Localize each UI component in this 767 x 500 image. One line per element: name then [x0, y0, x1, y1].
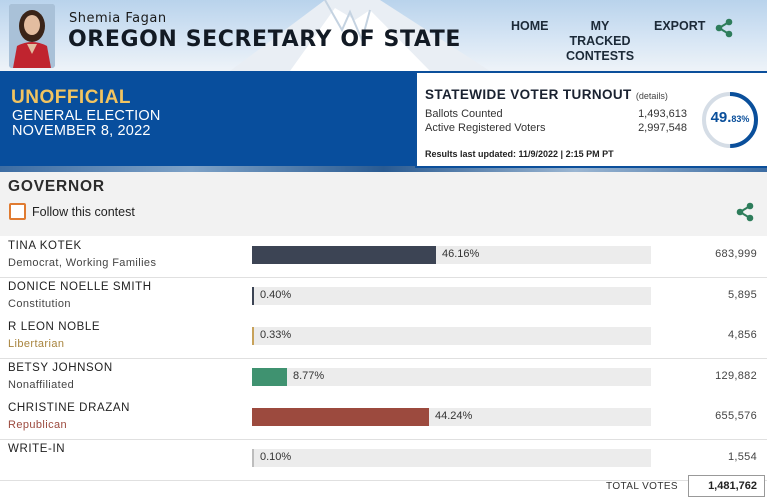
candidate-name: TINA KOTEK — [8, 240, 82, 252]
results-status: UNOFFICIAL — [11, 87, 132, 108]
banner-photo-strip — [0, 166, 767, 172]
total-votes-value: 1,481,762 — [708, 480, 757, 492]
vote-share-bar: 8.77% — [252, 367, 651, 386]
official-portrait — [9, 4, 55, 68]
vote-share-percent: 0.33% — [260, 329, 292, 342]
vote-share-bar: 0.33% — [252, 327, 651, 346]
candidate-row: R LEON NOBLE Libertarian 0.33% 4,856 — [0, 318, 767, 360]
candidate-name: BETSY JOHNSON — [8, 361, 113, 374]
registered-voters-label: Active Registered Voters — [425, 122, 546, 134]
candidate-row: TINA KOTEK Democrat, Working Families 46.1… — [0, 237, 767, 278]
candidate-votes: 129,882 — [715, 369, 757, 382]
last-updated-text: Results last updated: 11/9/2022 | 2:15 P… — [425, 149, 614, 159]
vote-share-bar-fill — [252, 246, 436, 264]
candidate-row: CHRISTINE DRAZAN Republican 44.24% 655,576 — [0, 399, 767, 441]
vote-share-percent: 46.16% — [442, 248, 480, 260]
vote-share-bar-fill — [252, 449, 254, 467]
turnout-title-text: STATEWIDE VOTER TURNOUT — [425, 87, 632, 102]
vote-share-bar: 46.16% — [252, 246, 651, 264]
turnout-percent-frac: 83% — [731, 114, 750, 124]
candidate-party: Republican — [8, 419, 68, 432]
candidate-name: R LEON NOBLE — [8, 321, 101, 334]
vote-share-bar: 44.24% — [252, 408, 651, 427]
vote-share-bar-fill — [252, 367, 287, 386]
registered-voters-value: 2,997,548 — [638, 122, 687, 134]
candidate-row: BETSY JOHNSON Nonaffiliated 8.77% 129,882 — [0, 358, 767, 400]
candidate-votes: 655,576 — [715, 410, 757, 423]
candidate-name: CHRISTINE DRAZAN — [8, 402, 131, 415]
candidate-votes: 5,895 — [727, 288, 757, 301]
candidate-name: DONICE NOELLE SMITH — [8, 280, 152, 293]
turnout-gauge — [702, 92, 758, 148]
nav-home-link[interactable]: HOME — [511, 19, 549, 33]
follow-contest-label[interactable]: Follow this contest — [32, 205, 135, 219]
site-header: Shemia Fagan OREGON SECRETARY OF STATE H… — [0, 0, 767, 71]
turnout-percent: 49.83% — [701, 109, 759, 127]
ballots-counted-label: Ballots Counted — [425, 108, 503, 120]
vote-share-percent: 44.24% — [435, 410, 473, 423]
contest-header — [0, 172, 767, 236]
nav-tracked-line1: MY TRACKED — [569, 19, 631, 48]
official-name: Shemia Fagan — [69, 11, 167, 26]
vote-share-percent: 0.10% — [260, 451, 292, 463]
contest-title: GOVERNOR — [8, 178, 105, 195]
share-contest-icon[interactable] — [734, 201, 756, 223]
election-line1: GENERAL ELECTION — [12, 108, 161, 124]
candidate-votes: 683,999 — [715, 248, 757, 260]
vote-share-percent: 8.77% — [293, 369, 325, 382]
candidate-row: WRITE-IN 0.10% 1,554 — [0, 440, 767, 481]
mount-hood-graphic — [230, 0, 490, 71]
candidate-party: Libertarian — [8, 338, 65, 351]
candidate-party: Nonaffiliated — [8, 378, 75, 391]
turnout-title: STATEWIDE VOTER TURNOUT (details) — [425, 87, 668, 102]
office-title: OREGON SECRETARY OF STATE — [68, 27, 462, 52]
nav-export-link[interactable]: EXPORT — [654, 19, 706, 33]
vote-share-percent: 0.40% — [260, 288, 292, 301]
nav-tracked-contests-link[interactable]: MY TRACKED CONTESTS — [561, 19, 639, 64]
candidate-name: WRITE-IN — [8, 443, 66, 455]
total-votes-label: TOTAL VOTES — [606, 481, 679, 492]
candidate-votes: 1,554 — [727, 451, 757, 463]
total-votes-box: 1,481,762 — [688, 475, 765, 497]
candidate-party: Constitution — [8, 297, 71, 310]
turnout-percent-whole: 49. — [710, 109, 732, 126]
election-name: GENERAL ELECTION NOVEMBER 8, 2022 — [12, 109, 161, 139]
follow-contest-checkbox[interactable] — [9, 203, 26, 220]
election-line2: NOVEMBER 8, 2022 — [12, 123, 151, 139]
vote-share-bar-fill — [252, 327, 254, 346]
voter-turnout-card: STATEWIDE VOTER TURNOUT (details) Ballot… — [415, 71, 767, 168]
vote-share-bar: 0.40% — [252, 286, 651, 305]
vote-share-bar-fill — [252, 286, 254, 305]
vote-share-bar-fill — [252, 408, 429, 427]
candidate-party: Democrat, Working Families — [8, 257, 157, 269]
share-icon[interactable] — [713, 17, 735, 39]
ballots-counted-value: 1,493,613 — [638, 108, 687, 120]
candidate-votes: 4,856 — [727, 329, 757, 342]
candidate-row: DONICE NOELLE SMITH Constitution 0.40% 5,89… — [0, 277, 767, 319]
nav-tracked-line2: CONTESTS — [565, 49, 635, 63]
turnout-details-link[interactable]: (details) — [635, 91, 668, 101]
vote-share-bar: 0.10% — [252, 449, 651, 467]
